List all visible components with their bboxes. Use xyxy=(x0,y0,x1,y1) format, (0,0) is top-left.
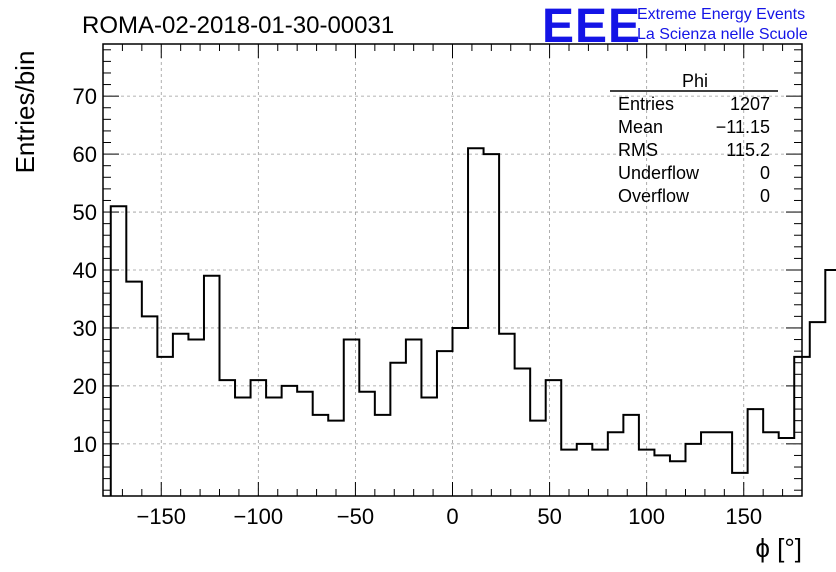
x-tick-label: −100 xyxy=(234,504,284,529)
y-tick-label: 40 xyxy=(73,258,97,283)
x-tick-label: −150 xyxy=(136,504,186,529)
logo-line-2: La Scienza nelle Scuole xyxy=(637,26,808,43)
x-tick-label: −50 xyxy=(337,504,374,529)
stats-value: 115.2 xyxy=(726,140,770,160)
stats-label: Entries xyxy=(618,94,674,114)
logo-line-1: Extreme Energy Events xyxy=(637,6,805,23)
tick-labels: −150 −100 −50 0 50 100 150 10 20 30 40 50 60 70 xyxy=(73,84,763,529)
x-tick-label: 100 xyxy=(628,504,665,529)
logo-mark: EEE xyxy=(542,0,641,53)
y-tick-label: 60 xyxy=(73,142,97,167)
chart-title: ROMA-02-2018-01-30-00031 xyxy=(82,12,394,39)
y-tick-label: 10 xyxy=(73,432,97,457)
y-tick-label: 50 xyxy=(73,200,97,225)
grid-lines xyxy=(103,44,802,496)
y-tick-label: 20 xyxy=(73,374,97,399)
plot-frame xyxy=(102,43,803,497)
histogram-series xyxy=(109,147,836,496)
stats-name: Phi xyxy=(682,71,708,91)
x-tick-label: 0 xyxy=(446,504,458,529)
stats-label: Underflow xyxy=(618,163,700,183)
stats-label: Overflow xyxy=(618,186,690,206)
stats-box: Phi Entries 1207 Mean −11.15 RMS 115.2 Underfl… xyxy=(610,71,778,206)
stats-value: −11.15 xyxy=(716,117,770,137)
y-tick-label: 30 xyxy=(73,316,97,341)
x-tick-label: 150 xyxy=(725,504,762,529)
stats-label: Mean xyxy=(618,117,663,137)
stats-value: 1207 xyxy=(730,94,770,114)
y-axis-title: Entries/bin xyxy=(10,51,40,174)
x-tick-label: 50 xyxy=(537,504,561,529)
stats-value: 0 xyxy=(760,186,770,206)
stats-value: 0 xyxy=(760,163,770,183)
eee-logo: EEE Extreme Energy Events La Scienza nel… xyxy=(542,0,808,53)
stats-label: RMS xyxy=(618,140,658,160)
y-tick-label: 70 xyxy=(73,84,97,109)
x-axis-title: ϕ [°] xyxy=(755,533,802,563)
